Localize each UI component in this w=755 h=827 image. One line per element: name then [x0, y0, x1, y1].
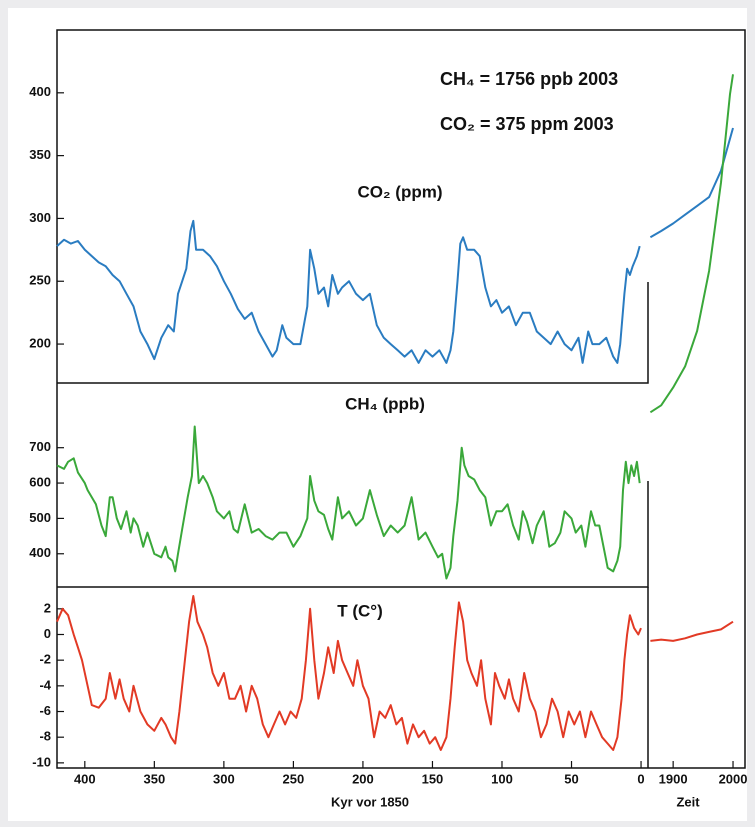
panel-title: CO₂ (ppm)	[358, 182, 443, 201]
y-tick-label: 500	[29, 510, 51, 525]
x-tick-label: 50	[564, 771, 578, 786]
data-line	[56, 595, 642, 751]
x-tick-label: 100	[491, 771, 513, 786]
x-tick-label: 150	[422, 771, 444, 786]
panel-background	[8, 8, 747, 821]
x-axis-label: Zeit	[676, 794, 700, 809]
data-line	[56, 425, 641, 580]
y-tick-label: 350	[29, 147, 51, 162]
y-tick-label: 300	[29, 210, 51, 225]
panel-title: T (C°)	[337, 601, 383, 620]
annotation: CH₄ = 1756 ppb 2003	[440, 69, 618, 89]
panel-title: CH₄ (ppb)	[345, 394, 425, 413]
y-tick-label: -8	[39, 729, 51, 744]
data-line	[650, 620, 734, 642]
y-tick-label: -10	[32, 754, 51, 769]
data-line	[649, 74, 734, 414]
data-line	[649, 127, 734, 239]
x-axis-label: Kyr vor 1850	[331, 794, 409, 809]
y-tick-label: -2	[39, 652, 51, 667]
x-tick-label: 350	[143, 771, 165, 786]
data-line	[56, 219, 641, 364]
x-tick-label: 2000	[719, 771, 748, 786]
y-tick-label: 600	[29, 474, 51, 489]
y-tick-label: 2	[44, 600, 51, 615]
x-tick-label: 200	[352, 771, 374, 786]
frame-divider	[57, 282, 649, 384]
y-tick-label: -4	[39, 677, 51, 692]
x-tick-label: 1900	[659, 771, 688, 786]
y-tick-label: 400	[29, 84, 51, 99]
x-tick-label: 0	[637, 771, 644, 786]
y-tick-label: -6	[39, 703, 51, 718]
y-tick-label: 200	[29, 335, 51, 350]
y-tick-label: 400	[29, 545, 51, 560]
y-tick-label: 0	[44, 626, 51, 641]
y-tick-label: 700	[29, 439, 51, 454]
frame	[56, 29, 746, 769]
y-tick-label: 250	[29, 273, 51, 288]
frame-outline	[56, 29, 746, 769]
x-tick-label: 300	[213, 771, 235, 786]
x-tick-label: 250	[283, 771, 305, 786]
x-tick-label: 400	[74, 771, 96, 786]
annotation: CO₂ = 375 ppm 2003	[440, 114, 614, 134]
